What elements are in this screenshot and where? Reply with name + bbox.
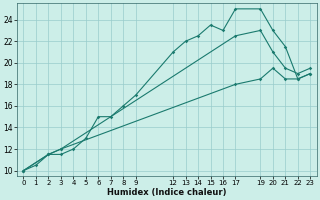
X-axis label: Humidex (Indice chaleur): Humidex (Indice chaleur): [107, 188, 227, 197]
